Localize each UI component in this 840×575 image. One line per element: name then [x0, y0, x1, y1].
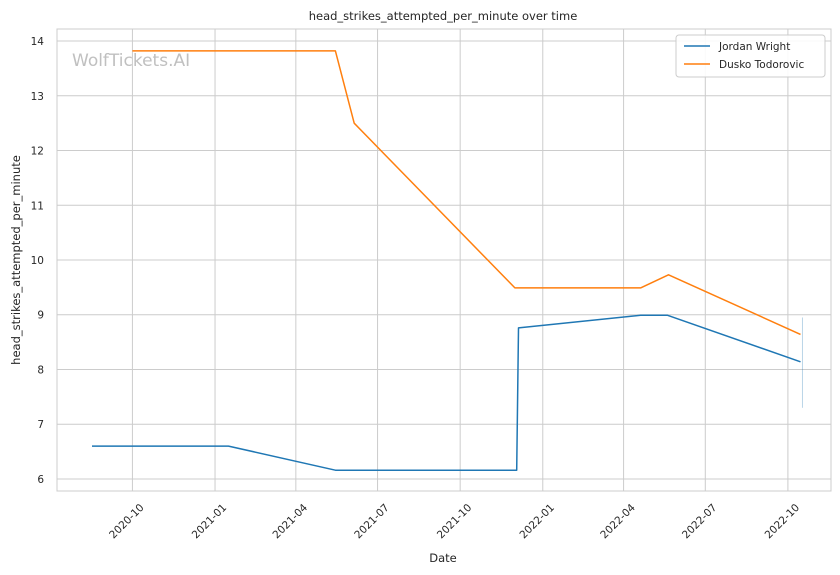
y-tick-label: 9	[37, 310, 44, 322]
y-axis-label: head_strikes_attempted_per_minute	[9, 155, 23, 365]
watermark: WolfTickets.AI	[72, 51, 190, 71]
y-tick-label: 7	[37, 419, 44, 431]
legend-label: Dusko Todorovic	[719, 59, 804, 71]
legend: Jordan Wright Dusko Todorovic	[675, 34, 826, 78]
chart-title: head_strikes_attempted_per_minute over t…	[309, 9, 578, 23]
x-axis-label: Date	[429, 551, 457, 565]
y-tick-label: 10	[31, 255, 44, 267]
y-tick-label: 6	[37, 474, 44, 486]
grid	[57, 29, 831, 491]
legend-label: Jordan Wright	[718, 41, 790, 53]
y-tick-label: 12	[31, 146, 44, 158]
y-tick-label: 13	[31, 91, 44, 103]
y-tick-label: 8	[37, 364, 44, 376]
y-axis-ticks: 6 7 8 9 10 11 12 13 14	[31, 36, 45, 486]
y-tick-label: 14	[31, 36, 45, 48]
series-line	[92, 314, 801, 471]
y-tick-label: 11	[31, 200, 44, 212]
plot-frame	[56, 28, 832, 492]
legend-box	[675, 34, 826, 78]
series-line	[132, 50, 801, 336]
series-lines	[92, 50, 801, 471]
